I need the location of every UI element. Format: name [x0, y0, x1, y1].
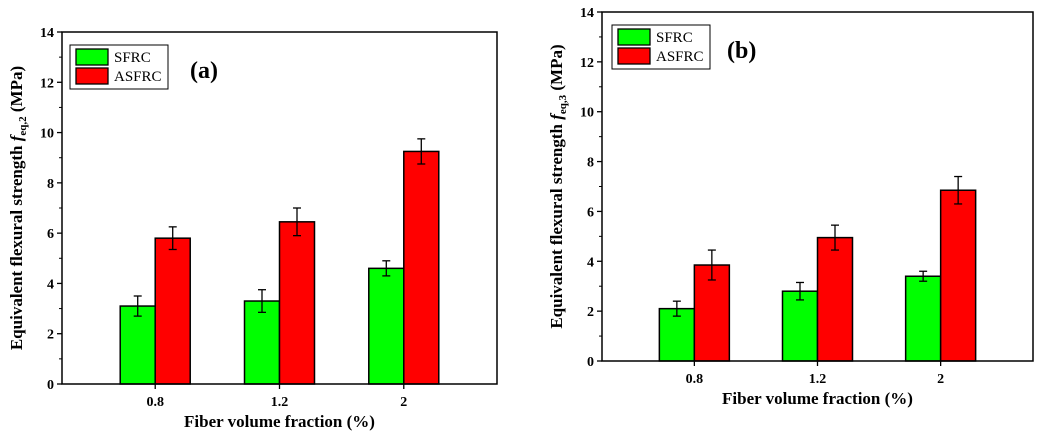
panel-b-bar-sfrc-1-2: [781, 290, 819, 362]
panel-a-legend: SFRC ASFRC: [69, 44, 169, 90]
panel-b-legend-label-sfrc: SFRC: [656, 30, 693, 46]
panel-b-y-tick-label: 8: [587, 156, 594, 171]
panel-a-legend-label-asfrc: ASFRC: [114, 69, 162, 85]
panel-a-y-tick-label: 12: [40, 76, 54, 91]
panel-b-legend-label-asfrc: ASFRC: [656, 49, 704, 65]
panel-b-legend-swatch-asfrc: [617, 47, 651, 65]
panel-a-bar-sfrc-2: [368, 267, 405, 385]
panel-a-x-tick-label: 2: [400, 395, 407, 410]
panel-b-x-tick-label: 1.2: [809, 372, 827, 387]
panel-a-legend-swatch-asfrc: [75, 67, 109, 85]
panel-a-y-tick-label: 0: [47, 378, 54, 393]
panel-a-y-axis-title: Equivalent flexural strength feq,2 (MPa): [7, 66, 29, 350]
panel-b-y-tick-label: 0: [587, 355, 594, 370]
panel-b-y-tick-label: 2: [587, 305, 594, 320]
panel-b-chart: 0 2 4 6 8 10 12 14 0.8 1.2 2 Fiber volume fraction …: [547, 6, 1034, 408]
panel-a-y-tick-label: 10: [40, 127, 54, 142]
panel-a-label: (a): [190, 58, 218, 84]
panel-b-y-tick-label: 4: [587, 255, 594, 270]
panel-a-x-tick-label: 1.2: [271, 395, 289, 410]
panel-a-legend-label-sfrc: SFRC: [114, 50, 151, 66]
panel-b-x-tick-label: 0.8: [686, 372, 704, 387]
panel-b-x-axis-title: Fiber volume fraction (%): [722, 389, 913, 408]
panel-a-y-tick-label: 8: [47, 177, 54, 192]
panel-a-x-tick-label: 0.8: [146, 395, 164, 410]
panel-b-bar-sfrc-2: [904, 275, 942, 362]
panel-a-bar-sfrc-0-8: [119, 305, 156, 385]
panel-b-bar-asfrc-1-2: [816, 236, 854, 362]
panel-a-bar-sfrc-1-2: [243, 300, 281, 385]
panel-a-bar-asfrc-2: [403, 150, 440, 385]
panel-a-bar-asfrc-1-2: [278, 221, 316, 385]
panel-b-legend-swatch-sfrc: [617, 28, 651, 46]
panel-a-bar-asfrc-0-8: [154, 237, 191, 385]
panel-a-y-tick-label: 6: [47, 227, 54, 242]
panel-b-y-tick-label: 12: [580, 56, 594, 71]
panel-a-legend-swatch-sfrc: [75, 48, 109, 66]
panel-a-chart: 0 2 4 6 8 10 12 14 0.8 1.2 2 Fiber volume fraction …: [7, 26, 498, 431]
panel-b-y-tick-label: 14: [580, 6, 594, 21]
panel-b-legend: SFRC ASFRC: [611, 24, 711, 70]
panel-b-y-tick-label: 10: [580, 106, 594, 121]
panel-b-y-axis-title: Equivalent flexural strength feq,3 (MPa): [547, 44, 569, 328]
panel-b-bar-asfrc-0-8: [693, 264, 731, 362]
panel-a-y-tick-label: 4: [47, 277, 54, 292]
panel-b-y-tick-label: 6: [587, 205, 594, 220]
panel-b-bar-asfrc-2: [939, 189, 977, 362]
panel-b-x-tick-label: 2: [937, 372, 944, 387]
panel-b-label: (b): [727, 38, 756, 64]
panel-a-x-axis-title: Fiber volume fraction (%): [184, 412, 375, 431]
panel-a-y-tick-label: 2: [47, 328, 54, 343]
panel-a-y-tick-label: 14: [40, 26, 54, 41]
